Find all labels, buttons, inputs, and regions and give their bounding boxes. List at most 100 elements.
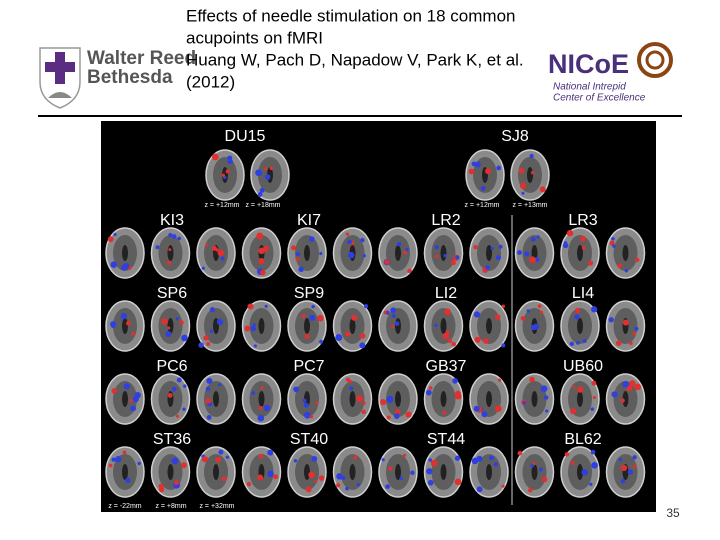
ventricle — [440, 391, 447, 407]
panel-label: LI2 — [435, 285, 457, 302]
activation — [175, 414, 180, 418]
activation — [347, 239, 352, 245]
activation — [496, 165, 502, 171]
ventricle — [395, 245, 401, 261]
activation — [359, 342, 366, 349]
activation — [258, 405, 263, 411]
activation — [291, 245, 296, 251]
activation — [624, 269, 629, 273]
logo-dome — [48, 92, 72, 98]
activation — [634, 326, 639, 331]
z-label: z = +8mm — [155, 503, 186, 510]
ventricle — [577, 318, 583, 334]
activation — [260, 269, 266, 276]
z-label: z = +12mm — [464, 202, 499, 209]
logo-text: Walter Reed — [87, 48, 196, 69]
activation — [402, 453, 407, 457]
ventricle — [349, 391, 356, 407]
activation — [442, 332, 450, 340]
ventricle — [395, 464, 401, 480]
activation — [517, 450, 523, 456]
activation — [534, 256, 540, 262]
activation — [244, 325, 251, 332]
activation — [209, 329, 214, 333]
activation — [393, 413, 400, 419]
activation — [529, 256, 536, 264]
activation — [359, 333, 366, 339]
activation — [252, 323, 256, 327]
activation — [632, 455, 637, 460]
activation — [304, 333, 310, 340]
activation — [253, 344, 257, 348]
ventricle — [577, 245, 583, 261]
activation — [545, 409, 549, 413]
activation — [356, 482, 361, 487]
activation — [175, 317, 179, 321]
activation — [581, 245, 587, 250]
activation — [444, 308, 451, 316]
activation — [529, 376, 535, 383]
ventricle — [304, 464, 310, 480]
activation — [635, 257, 640, 263]
activation — [179, 320, 184, 325]
title-line: Effects of needle stimulation on 18 comm… — [186, 6, 515, 25]
activation — [532, 462, 536, 466]
ventricle — [395, 318, 401, 334]
activation — [476, 486, 483, 493]
activation — [529, 153, 534, 159]
activation — [405, 411, 412, 418]
z-label: z = +13mm — [512, 202, 547, 209]
activation — [129, 398, 133, 403]
ventricle — [531, 464, 538, 480]
panel-label: LR3 — [568, 212, 597, 229]
activation — [490, 246, 494, 251]
activation — [134, 391, 141, 399]
activation — [591, 306, 598, 313]
activation — [538, 467, 543, 472]
activation — [442, 410, 447, 415]
activation — [298, 266, 304, 273]
panel-label: PC6 — [156, 358, 187, 375]
activation — [120, 315, 124, 319]
ventricle — [213, 464, 219, 480]
activation — [591, 461, 598, 469]
activation — [498, 244, 503, 249]
activation — [171, 457, 179, 465]
activation — [257, 414, 265, 422]
activation — [301, 313, 306, 319]
activation — [336, 483, 341, 488]
activation — [590, 407, 595, 411]
logo-swirl — [637, 42, 673, 78]
page-number: 35 — [666, 506, 680, 520]
activation — [494, 314, 501, 320]
activation — [203, 335, 209, 341]
activation — [501, 343, 506, 348]
activation — [182, 384, 187, 388]
activation — [209, 307, 215, 313]
ventricle — [527, 167, 533, 183]
activation — [482, 338, 489, 344]
activation — [384, 259, 390, 265]
activation — [123, 383, 131, 390]
ventricle — [304, 245, 310, 261]
ventricle — [167, 245, 174, 261]
activation — [345, 377, 350, 382]
activation — [540, 385, 548, 393]
activation — [166, 260, 172, 265]
activation — [427, 479, 434, 486]
panel-label: DU15 — [225, 128, 266, 145]
activation — [264, 304, 268, 308]
activation — [434, 323, 438, 327]
activation — [617, 263, 623, 269]
activation — [267, 449, 274, 456]
ventricle — [486, 464, 492, 480]
activation — [114, 456, 122, 463]
activation — [541, 476, 548, 483]
activation — [302, 398, 307, 403]
activation — [111, 388, 117, 394]
activation — [526, 309, 531, 313]
activation — [394, 409, 400, 415]
z-label: z = +32mm — [199, 503, 234, 510]
